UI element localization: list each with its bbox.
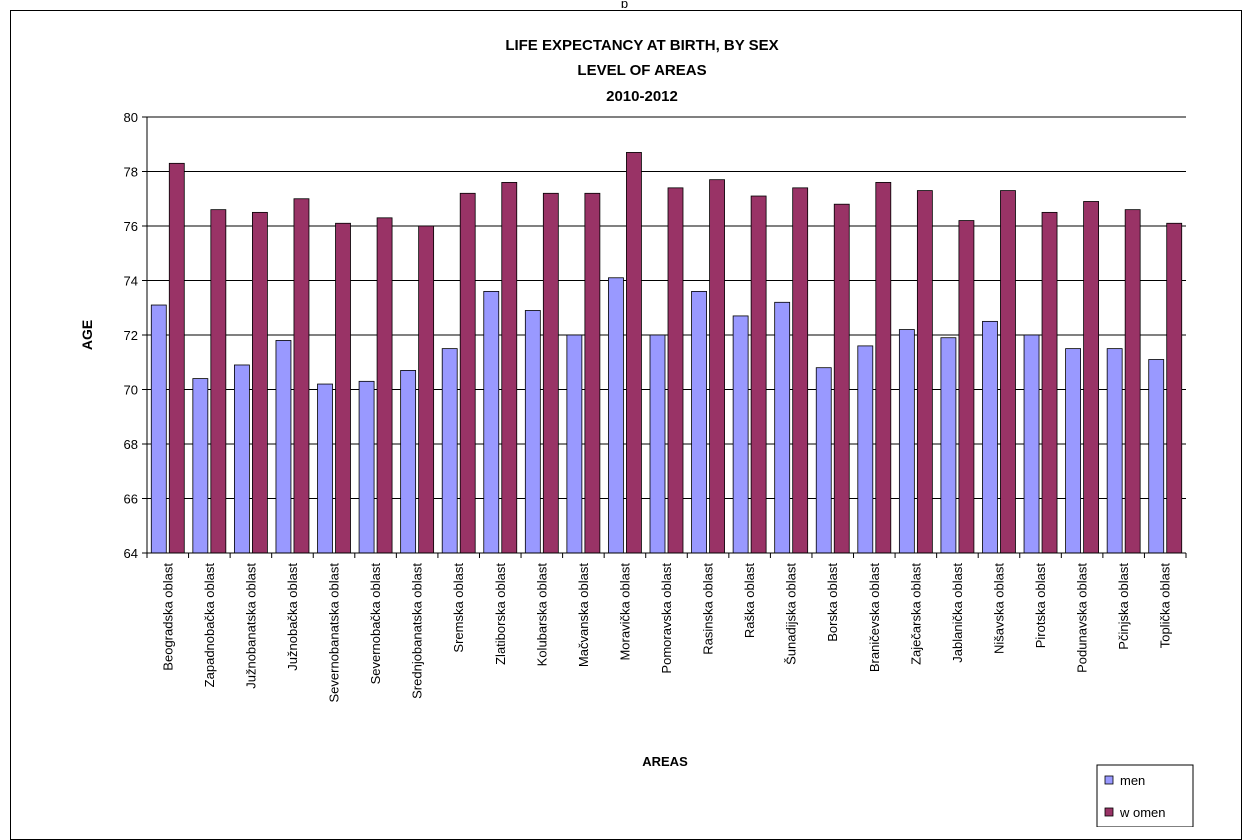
bar-men [1148, 359, 1165, 554]
bar-women [251, 211, 268, 554]
bar-women [210, 209, 227, 554]
chart-title: LIFE EXPECTANCY AT BIRTH, BY SEX LEVEL O… [505, 37, 778, 105]
bar-men [317, 383, 333, 554]
bar-women [1124, 209, 1141, 554]
chart-title-line-3: 2010-2012 [606, 88, 678, 105]
x-tick-label: Borska oblast [825, 563, 840, 642]
y-tick-label: 72 [124, 328, 138, 343]
bar-women [667, 187, 684, 554]
bar-men [857, 345, 874, 554]
x-tick-label: Rasinska oblast [701, 563, 716, 655]
x-axis-title: AREAS [642, 754, 688, 769]
y-tick-label: 76 [124, 219, 138, 234]
x-tick-label: Srednjobanatska oblast [410, 563, 425, 699]
x-tick-label: Pčinjska oblast [1116, 563, 1131, 650]
bar-women [916, 190, 933, 554]
chart-title-line-1: LIFE EXPECTANCY AT BIRTH, BY SEX [505, 37, 778, 54]
bar-men [649, 334, 666, 554]
x-tick-label: Pirotska oblast [1033, 563, 1048, 649]
bar-men [608, 277, 624, 554]
bar-women [335, 222, 351, 554]
bar-men [566, 334, 583, 554]
y-tick-label: 74 [124, 274, 138, 289]
legend-box [1096, 764, 1194, 827]
bar-men [940, 337, 957, 554]
chart-title-line-2: LEVEL OF AREAS [577, 62, 706, 79]
bar-men [524, 310, 541, 554]
x-tick-label: Raška oblast [742, 563, 757, 639]
x-tick-label: Severnobačka oblast [368, 563, 383, 685]
x-tick-label: Mačvanska oblast [576, 563, 591, 667]
x-tick-label: Toplička oblast [1158, 563, 1173, 649]
x-tick-label: Podunavska oblast [1075, 563, 1090, 673]
x-tick-label: Južnobačka oblast [285, 563, 300, 671]
bar-women [1041, 211, 1058, 554]
bar-women [1083, 201, 1099, 554]
x-tick-label: Sremska oblast [451, 563, 466, 653]
x-tick-label: Zapadnobačka oblast [202, 563, 217, 688]
bar-men [691, 290, 707, 554]
y-tick-label: 64 [124, 546, 138, 561]
y-axis-title: AGE [79, 320, 95, 350]
bar-women [709, 179, 725, 554]
legend-label-women: w omen [1119, 805, 1166, 820]
bar-women [376, 217, 393, 554]
bar-men [483, 290, 500, 554]
x-tick-label: Pomoravska oblast [659, 563, 674, 674]
bar-men [1023, 334, 1040, 554]
bar-women [459, 192, 476, 554]
legend-swatch-women [1104, 807, 1114, 817]
bar-men [275, 340, 292, 554]
bar-women [168, 162, 185, 554]
bar-men [358, 380, 375, 554]
legend-label-men: men [1120, 773, 1145, 788]
bar-men [732, 315, 749, 554]
y-tick-label: 70 [124, 383, 138, 398]
bar-women [1000, 190, 1016, 554]
bar-women [584, 192, 601, 554]
x-tick-label: Moravička oblast [617, 563, 632, 661]
x-tick-label: Severnobanatska oblast [327, 563, 342, 703]
x-tick-label: Jablanička oblast [950, 563, 965, 663]
bar-men [233, 364, 250, 554]
bar-women [750, 195, 767, 554]
bar-women [1166, 222, 1183, 554]
y-tick-label: 78 [124, 165, 138, 180]
x-tick-label: Zaječarska oblast [908, 563, 923, 665]
bar-men [774, 301, 791, 554]
x-tick-label: Beogradska oblast [160, 563, 175, 671]
bar-women [501, 181, 518, 554]
bar-men [898, 329, 915, 554]
x-tick-label: Braničevska oblast [867, 563, 882, 672]
bar-women [418, 225, 435, 554]
bar-women [958, 220, 975, 554]
y-tick-label: 68 [124, 437, 138, 452]
y-tick-label: 80 [124, 110, 138, 125]
legend-swatch-men [1104, 775, 1114, 785]
bar-women [792, 187, 809, 554]
bar-women [875, 181, 892, 554]
bar-men [441, 348, 458, 554]
bar-women [833, 203, 850, 554]
bar-men [982, 320, 998, 554]
x-tick-label: Kolubarska oblast [534, 563, 549, 667]
x-tick-label: Šunadijska oblast [784, 563, 799, 665]
plot-area: 64 66 68 70 72 74 76 78 80 Beogradska oblast Zapad… [124, 110, 1187, 703]
y-tick-label: 66 [124, 492, 138, 507]
top-partial-label: p [620, 0, 629, 8]
legend: men w omen [1096, 764, 1194, 827]
bar-women [293, 198, 310, 554]
bar-men [815, 367, 832, 554]
x-tick-label: Južnobanatska oblast [243, 563, 258, 689]
x-tick-label: Zlatiborska oblast [493, 563, 508, 665]
bar-women [542, 192, 559, 554]
bar-men [1106, 348, 1123, 554]
x-tick-label: Nišavska oblast [991, 563, 1006, 654]
bar-men [192, 378, 209, 554]
bar-men [150, 304, 167, 554]
bar-men [1065, 348, 1081, 554]
bar-men [400, 370, 417, 554]
bar-women [626, 152, 642, 554]
